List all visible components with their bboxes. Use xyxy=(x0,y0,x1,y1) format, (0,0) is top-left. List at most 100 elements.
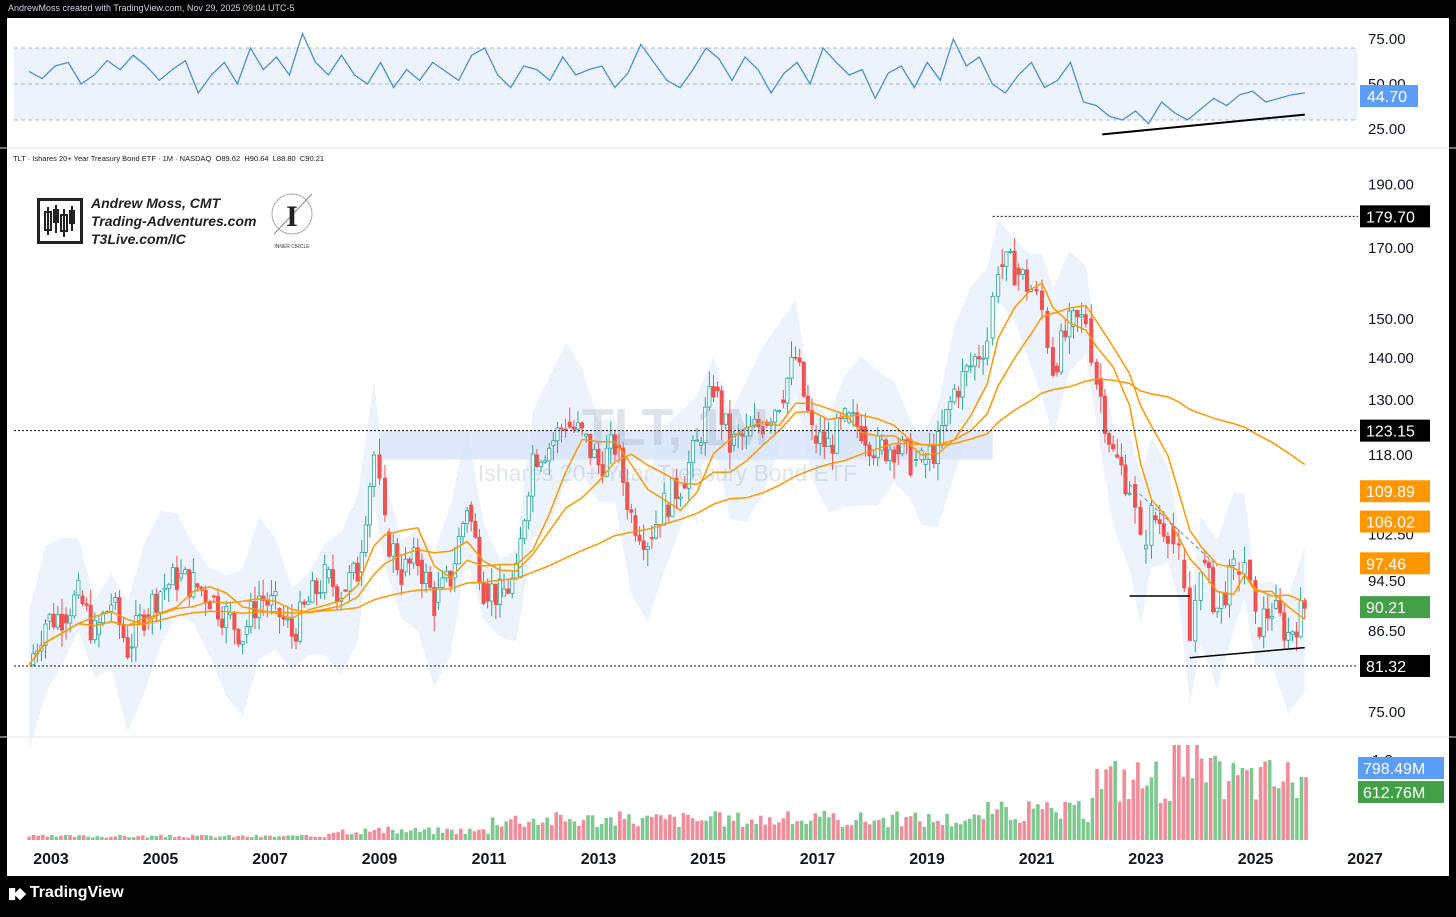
volume-bar xyxy=(100,836,104,840)
x-axis: 2003 2005 2007 2009 2011 2013 2015 2017 2019 2021… xyxy=(33,851,1383,868)
volume-bar xyxy=(572,821,577,840)
volume-bar xyxy=(913,812,918,840)
candle-body xyxy=(1227,565,1232,606)
volume-bar xyxy=(586,815,590,840)
volume-bar xyxy=(372,829,377,840)
price-tag-label: 109.89 xyxy=(1366,484,1415,501)
volume-bar xyxy=(1104,769,1108,840)
candle-body xyxy=(830,444,835,454)
candle-body xyxy=(460,523,465,538)
volume-bar xyxy=(822,810,827,840)
x-tick-label: 2011 xyxy=(472,851,507,868)
volume-bar xyxy=(940,824,945,840)
price-tag-label: 106.02 xyxy=(1366,515,1415,532)
candle-body xyxy=(80,595,85,605)
candle-body xyxy=(863,426,868,446)
x-tick-label: 2027 xyxy=(1347,851,1383,868)
footer-brand[interactable]: ▮◆ TradingView xyxy=(8,884,124,902)
volume-bar xyxy=(409,830,413,840)
volume-bar xyxy=(972,814,977,840)
svg-text:INNER CIRCLE: INNER CIRCLE xyxy=(275,244,311,250)
candle-body xyxy=(121,624,126,639)
volume-tag: 798.49M xyxy=(1358,757,1444,779)
volume-bar xyxy=(713,811,718,840)
volume-bar xyxy=(1158,802,1163,840)
candle-body xyxy=(1206,562,1211,568)
candle-body xyxy=(1298,600,1303,638)
candle-body xyxy=(142,614,147,631)
candle-body xyxy=(359,551,364,573)
footer-brand-label: TradingView xyxy=(29,884,124,901)
candle-body xyxy=(1187,587,1192,641)
price-tick-label: 170.00 xyxy=(1368,240,1414,257)
candle-body xyxy=(732,433,737,446)
candle-body xyxy=(92,620,97,641)
candle-body xyxy=(43,623,48,646)
candle-body xyxy=(1050,347,1055,376)
volume-bar xyxy=(349,834,354,840)
price-tag: 97.46 xyxy=(1360,552,1430,575)
volume-bar xyxy=(309,836,313,840)
price-tick-label: 94.50 xyxy=(1368,573,1406,590)
volume-bar xyxy=(599,823,604,840)
volume-bar xyxy=(195,835,200,840)
volume-bar xyxy=(608,817,613,840)
candle-body xyxy=(310,580,315,603)
candle-body xyxy=(244,626,249,635)
candle-body xyxy=(567,421,572,428)
candle-body xyxy=(68,615,73,624)
volume-bar xyxy=(131,837,136,840)
volume-bar xyxy=(486,833,490,840)
candle-body xyxy=(403,558,408,573)
x-tick-label: 2025 xyxy=(1238,851,1274,868)
volume-bar xyxy=(518,823,522,840)
volume-bar xyxy=(1004,806,1008,840)
candle-body xyxy=(1265,608,1270,619)
volume-bar xyxy=(840,826,845,840)
volume-bar xyxy=(245,836,250,840)
price-tag-label: 90.21 xyxy=(1366,600,1406,617)
volume-bar xyxy=(86,836,90,840)
volume-bar xyxy=(886,827,890,840)
volume-bar xyxy=(1049,807,1054,840)
x-tick-label: 2005 xyxy=(143,851,179,868)
volume-bar xyxy=(817,816,822,840)
candle-body xyxy=(326,569,331,579)
candle-body xyxy=(506,588,511,594)
candle-body xyxy=(489,583,494,602)
candle-body xyxy=(793,356,798,359)
candle-body xyxy=(896,444,901,455)
volume-bar xyxy=(149,835,154,840)
candle-body xyxy=(377,454,382,479)
candle-body xyxy=(1144,544,1149,550)
volume-bar xyxy=(854,819,858,840)
volume-bar xyxy=(295,835,300,840)
volume-bar xyxy=(908,816,913,840)
candle-body xyxy=(289,618,294,637)
volume-bar xyxy=(40,834,45,840)
volume-bar xyxy=(436,827,440,840)
candle-body xyxy=(1286,632,1291,641)
candle-body xyxy=(129,646,134,649)
candle-body xyxy=(240,640,245,645)
candle-body xyxy=(968,365,973,368)
volume-bar xyxy=(127,837,131,840)
volume-bar xyxy=(218,836,222,840)
candle-body xyxy=(810,409,815,426)
candle-body xyxy=(543,460,548,463)
volume-bar xyxy=(68,835,72,840)
volume-bar xyxy=(1245,770,1249,840)
inner-circle-logo-icon: I INNER CIRCLE xyxy=(268,190,316,252)
candle-body xyxy=(428,571,433,588)
candle-body xyxy=(1067,310,1072,338)
candle-body xyxy=(47,613,52,622)
volume-bar xyxy=(1304,777,1308,840)
volume-bar xyxy=(904,817,908,840)
author-link: T3Live.com/IC xyxy=(91,231,186,247)
candle-body xyxy=(248,601,253,627)
volume-bar xyxy=(1190,778,1195,840)
volume-bar xyxy=(1117,801,1122,840)
volume-bar xyxy=(72,837,77,840)
